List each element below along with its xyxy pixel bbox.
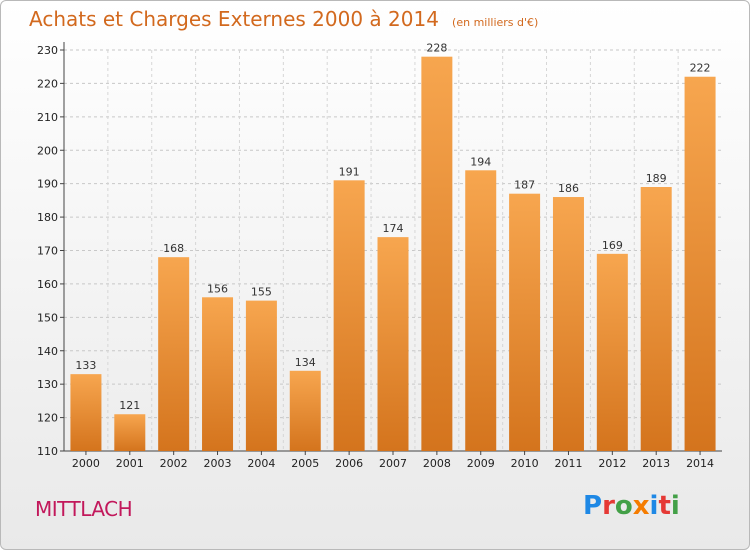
bar-2007: [377, 237, 409, 451]
bar-2010: [509, 193, 541, 452]
commune-name: MITTLACH: [35, 497, 133, 521]
bar-2001: [114, 414, 146, 451]
bar-value-label: 228: [426, 42, 447, 55]
bar-2008: [421, 56, 453, 451]
bar-2000: [70, 374, 102, 451]
bar-2005: [289, 370, 321, 451]
bar-2012: [596, 253, 628, 451]
bar-2002: [158, 257, 190, 451]
x-tick-label: 2003: [204, 457, 232, 470]
bar-value-label: 155: [251, 286, 272, 299]
y-tick-label: 150: [37, 311, 58, 324]
bar-value-label: 156: [207, 282, 228, 295]
y-tick-label: 120: [37, 412, 58, 425]
bar-value-label: 186: [558, 182, 579, 195]
bar-2014: [684, 76, 716, 451]
bar-value-label: 194: [470, 155, 491, 168]
y-tick-label: 230: [37, 44, 58, 57]
x-tick-label: 2002: [160, 457, 188, 470]
bar-value-label: 191: [339, 165, 360, 178]
bar-value-label: 169: [602, 239, 623, 252]
x-tick-label: 2000: [72, 457, 100, 470]
y-tick-label: 130: [37, 378, 58, 391]
y-tick-label: 210: [37, 111, 58, 124]
x-tick-label: 2012: [598, 457, 626, 470]
chart-title-text: Achats et Charges Externes 2000 à 2014: [29, 7, 439, 31]
x-tick-label: 2010: [511, 457, 539, 470]
x-tick-label: 2014: [686, 457, 714, 470]
y-tick-label: 220: [37, 77, 58, 90]
y-tick-label: 160: [37, 278, 58, 291]
bar-value-label: 134: [295, 356, 316, 369]
bar-2011: [552, 197, 584, 451]
y-tick-label: 140: [37, 345, 58, 358]
labels: 110 120 130 140 150 160 170 180 190 200 210 220 230 1…: [37, 42, 714, 470]
bar-2003: [202, 297, 234, 451]
x-tick-label: 2001: [116, 457, 144, 470]
x-tick-label: 2007: [379, 457, 407, 470]
bar-value-label: 174: [383, 222, 404, 235]
bar-2013: [640, 187, 672, 451]
x-tick-label: 2005: [291, 457, 319, 470]
proxiti-logo: Proxiti: [583, 491, 680, 521]
bar-value-label: 222: [690, 62, 711, 75]
x-tick-label: 2011: [554, 457, 582, 470]
x-tick-label: 2008: [423, 457, 451, 470]
x-tick-label: 2013: [642, 457, 670, 470]
chart-unit: (en milliers d'€): [452, 16, 539, 29]
y-tick-label: 110: [37, 445, 58, 458]
bar-value-label: 168: [163, 242, 184, 255]
bars: [70, 56, 716, 452]
y-tick-label: 180: [37, 211, 58, 224]
x-tick-label: 2004: [247, 457, 275, 470]
x-tick-label: 2009: [467, 457, 495, 470]
bar-value-label: 187: [514, 179, 535, 192]
y-tick-label: 170: [37, 245, 58, 258]
y-tick-label: 190: [37, 178, 58, 191]
y-tick-label: 200: [37, 144, 58, 157]
x-tick-label: 2006: [335, 457, 363, 470]
bar-value-label: 189: [646, 172, 667, 185]
bar-value-label: 121: [119, 399, 140, 412]
bar-2009: [465, 170, 497, 452]
bar-2004: [245, 300, 277, 451]
bar-value-label: 133: [75, 359, 96, 372]
bar-2006: [333, 180, 365, 451]
chart-title: Achats et Charges Externes 2000 à 2014 (…: [29, 7, 538, 31]
